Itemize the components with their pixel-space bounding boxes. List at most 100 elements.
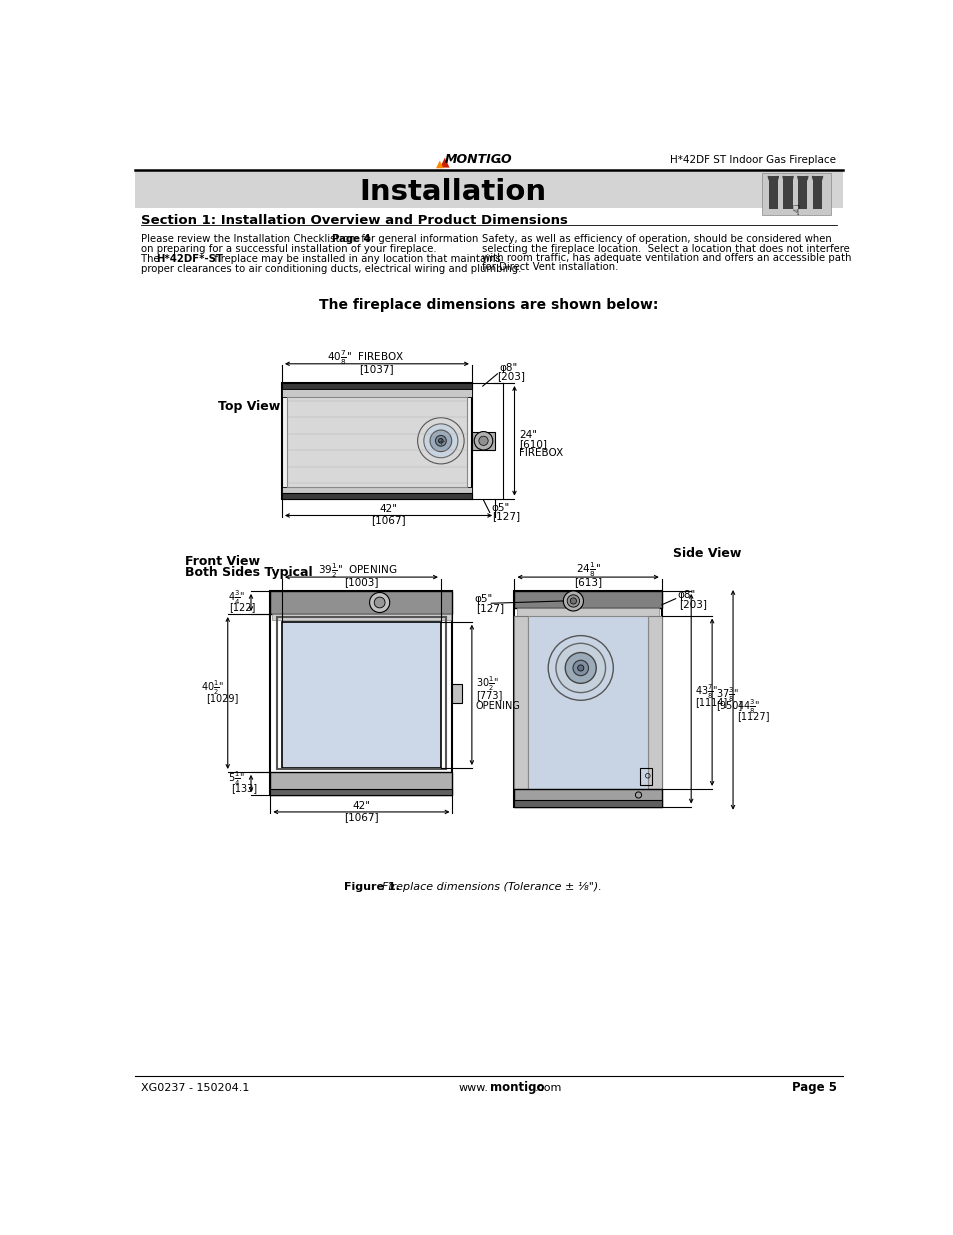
Circle shape [474, 431, 493, 450]
Bar [514, 789, 661, 806]
Text: fireplace may be installed in any location that maintains: fireplace may be installed in any locati… [211, 254, 500, 264]
Bar [282, 383, 472, 389]
Text: Top View: Top View [218, 400, 280, 412]
Text: [610]: [610] [518, 438, 547, 448]
Text: 24$\frac{1}{8}$": 24$\frac{1}{8}$" [575, 561, 600, 579]
Bar [782, 175, 792, 209]
Text: ▲: ▲ [439, 156, 449, 168]
Bar [472, 431, 495, 450]
Text: Front View: Front View [185, 556, 260, 568]
Text: for Direct Vent installation.: for Direct Vent installation. [481, 262, 618, 272]
Bar [768, 175, 778, 209]
Text: MONTIGO: MONTIGO [444, 153, 512, 167]
Circle shape [578, 664, 583, 671]
Bar [639, 768, 652, 785]
Text: 5$\frac{1}{4}$": 5$\frac{1}{4}$" [228, 769, 245, 788]
Text: 39$\frac{1}{2}$"  OPENING: 39$\frac{1}{2}$" OPENING [317, 562, 396, 580]
Bar [282, 487, 472, 493]
Text: Section 1: Installation Overview and Product Dimensions: Section 1: Installation Overview and Pro… [141, 214, 567, 227]
Bar [276, 618, 446, 769]
Text: The: The [141, 254, 163, 264]
Text: Installation: Installation [358, 178, 545, 206]
Text: [773]: [773] [476, 690, 501, 700]
Text: Figure 1.: Figure 1. [344, 882, 399, 893]
Circle shape [423, 424, 457, 458]
Bar [282, 383, 472, 499]
Text: Safety, as well as efficiency of operation, should be considered when: Safety, as well as efficiency of operati… [481, 235, 831, 245]
Bar [270, 592, 452, 795]
Text: [1037]: [1037] [359, 364, 394, 374]
Text: [1127]: [1127] [736, 711, 769, 721]
Text: H*42DF*-ST: H*42DF*-ST [156, 254, 223, 264]
Text: 40$\frac{1}{2}$": 40$\frac{1}{2}$" [200, 679, 224, 698]
Text: [122]: [122] [229, 603, 255, 613]
Text: [1067]: [1067] [344, 813, 378, 823]
Text: [613]: [613] [574, 577, 601, 587]
Bar [528, 615, 647, 789]
Bar [514, 592, 661, 806]
Circle shape [562, 592, 583, 611]
Text: H*42DF ST Indoor Gas Fireplace: H*42DF ST Indoor Gas Fireplace [669, 154, 835, 164]
Text: φ8": φ8" [498, 363, 517, 373]
Text: [133]: [133] [232, 783, 257, 793]
Bar [517, 608, 659, 615]
Text: Side View: Side View [673, 547, 741, 561]
Text: 42": 42" [379, 504, 397, 514]
Text: The fireplace dimensions are shown below:: The fireplace dimensions are shown below… [319, 298, 658, 311]
Bar [514, 800, 661, 806]
Bar [270, 592, 452, 614]
Text: selecting the fireplace location.  Select a location that does not interfere: selecting the fireplace location. Select… [481, 243, 849, 253]
Bar [647, 615, 661, 789]
Bar [514, 592, 661, 608]
Circle shape [374, 597, 385, 608]
Text: ▲: ▲ [436, 158, 442, 169]
Bar [282, 389, 472, 396]
Text: FIREBOX: FIREBOX [518, 448, 563, 458]
Text: [1029]: [1029] [206, 693, 238, 703]
Bar [134, 172, 842, 209]
Text: φ5": φ5" [474, 594, 492, 604]
Circle shape [570, 598, 576, 604]
Text: proper clearances to air conditioning ducts, electrical wiring and plumbing.: proper clearances to air conditioning du… [141, 264, 520, 274]
Text: montigo: montigo [489, 1081, 543, 1094]
Text: Fireplace dimensions (Tolerance ± ¹⁄₈").: Fireplace dimensions (Tolerance ± ¹⁄₈"). [375, 882, 601, 893]
Text: 4$\frac{3}{4}$": 4$\frac{3}{4}$" [228, 589, 245, 606]
Bar [270, 789, 452, 795]
Bar [798, 175, 806, 209]
Text: φ8": φ8" [677, 590, 695, 600]
Text: OPENING: OPENING [476, 700, 520, 710]
Bar [286, 396, 467, 487]
Circle shape [435, 436, 446, 446]
Text: [127]: [127] [492, 511, 519, 521]
Bar [761, 173, 830, 215]
Text: 30$\frac{1}{2}$": 30$\frac{1}{2}$" [476, 676, 498, 693]
Text: 44$\frac{3}{8}$": 44$\frac{3}{8}$" [736, 698, 760, 715]
Circle shape [478, 436, 488, 446]
Text: Page 5: Page 5 [791, 1081, 836, 1094]
Text: .com: .com [534, 1083, 561, 1093]
Text: 24": 24" [518, 430, 537, 440]
Text: www.: www. [458, 1083, 488, 1093]
Text: 37$\frac{3}{8}$": 37$\frac{3}{8}$" [716, 687, 739, 704]
Circle shape [567, 595, 579, 608]
Circle shape [438, 438, 443, 443]
Text: [1067]: [1067] [371, 515, 405, 525]
Text: 40$\frac{7}{8}$"  FIREBOX: 40$\frac{7}{8}$" FIREBOX [326, 348, 403, 367]
Text: with room traffic, has adequate ventilation and offers an accessible path: with room traffic, has adequate ventilat… [481, 253, 851, 263]
Circle shape [556, 643, 605, 693]
Bar [812, 175, 821, 209]
Bar [282, 621, 440, 768]
Text: for general information: for general information [357, 235, 477, 245]
Bar [282, 493, 472, 499]
Text: Both Sides Typical: Both Sides Typical [185, 566, 313, 579]
Circle shape [369, 593, 390, 613]
Text: 43$\frac{7}{8}$": 43$\frac{7}{8}$" [695, 683, 718, 701]
Text: φ5": φ5" [491, 503, 509, 513]
Circle shape [573, 661, 588, 676]
Text: ☟: ☟ [792, 204, 800, 217]
Text: .: . [497, 153, 501, 167]
Circle shape [565, 652, 596, 683]
Text: on preparing for a successful installation of your fireplace.: on preparing for a successful installati… [141, 243, 436, 253]
Bar [452, 684, 461, 703]
Text: [203]: [203] [679, 599, 706, 609]
